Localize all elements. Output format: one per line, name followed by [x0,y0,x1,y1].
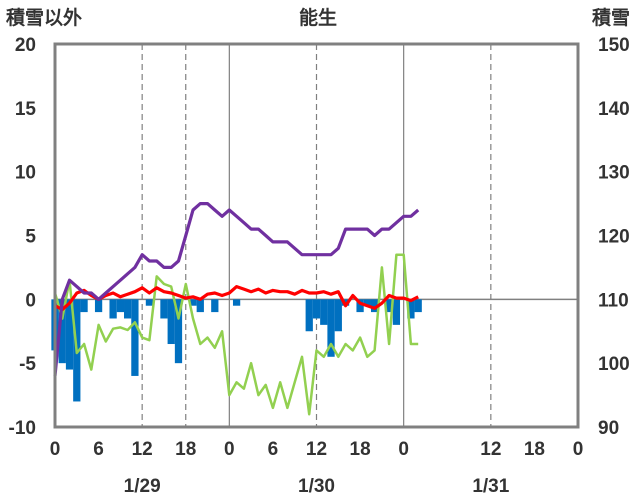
x-tick-label: 0 [50,439,61,460]
x-tick-label: 12 [132,439,153,460]
date-label: 1/30 [298,476,335,497]
snowfall-bar [334,299,342,332]
series-line-snow-depth [53,202,420,377]
snowfall-bar [131,299,139,376]
snowfall-bar [65,299,74,370]
snowfall-bar [232,299,241,306]
x-tick-label: 6 [268,439,279,460]
snowfall-bar [414,299,422,313]
snowfall-bar [320,299,328,325]
snowfall-bar [370,299,379,313]
x-tick-label: 12 [306,439,327,460]
chart-title: 能生 [299,6,337,29]
left-tick-label: 15 [15,99,37,120]
plot-frame [53,42,580,429]
date-label: 1/29 [124,476,161,497]
series-lines [53,202,420,416]
right-tick-label: 140 [598,99,630,120]
x-tick-label: 0 [398,439,409,460]
snowfall-bar [363,299,371,306]
left-tick-label: 5 [25,227,36,248]
snowfall-bar [385,299,393,313]
x-tick-label: 18 [524,439,545,460]
snowfall-bar [312,299,321,319]
left-tick-label: 0 [25,290,36,311]
snowfall-bar [356,299,364,313]
snowfall-bar [116,299,125,313]
snowfall-bar [160,299,168,319]
right-tick-label: 110 [598,290,629,311]
snowfall-bars [51,299,422,402]
x-tick-label: 6 [93,439,104,460]
x-tick-label: 18 [350,439,371,460]
x-tick-label: 0 [573,439,584,460]
snowfall-bar [392,299,401,325]
snowfall-bar [211,299,219,313]
snowfall-bar [80,299,88,313]
snowfall-bar [94,299,103,313]
series-line-temperature [54,285,419,312]
left-tick-label: -5 [19,354,36,375]
right-tick-label: 120 [598,227,630,248]
x-tick-label: 18 [175,439,196,460]
snowfall-bar [145,299,154,306]
snowfall-bar [196,299,204,313]
snowfall-bar [189,299,197,306]
left-tick-label: -10 [9,418,36,439]
x-tick-label: 12 [480,439,501,460]
snowfall-bar [305,299,313,332]
left-axis-label: 積雪以外 [6,6,82,29]
snowfall-bar [109,299,117,319]
snowfall-bar [407,299,415,319]
right-tick-label: 90 [598,418,619,439]
plot-border [53,42,580,429]
date-label: 1/31 [472,476,509,497]
x-tick-label: 0 [224,439,235,460]
snowfall-bar [327,299,335,357]
series-line-temp-change [53,253,419,416]
right-tick-label: 100 [598,354,630,375]
left-tick-label: 10 [15,163,36,184]
left-tick-label: 20 [15,35,36,56]
snowfall-bar [124,299,132,319]
snowfall-bar [58,299,66,364]
right-axis-label: 積雪 [592,6,630,29]
right-tick-label: 130 [598,163,630,184]
right-tick-label: 150 [598,35,630,56]
snowfall-bar [174,299,183,364]
snowfall-bar [167,299,175,345]
